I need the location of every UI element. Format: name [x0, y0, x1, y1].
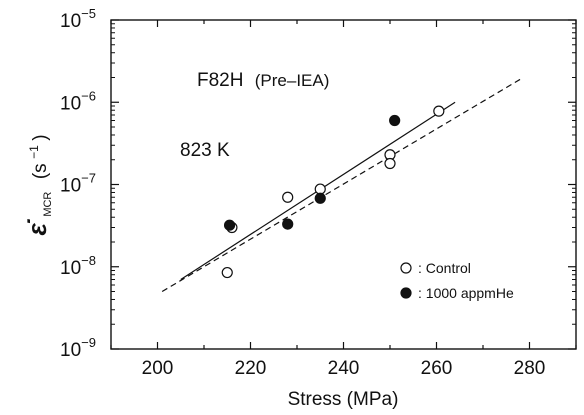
- legend-marker-control: [400, 262, 412, 274]
- x-tick-label: 280: [514, 358, 546, 379]
- annotation-material: F82H (Pre–IEA): [197, 70, 329, 91]
- point-he: [223, 219, 236, 231]
- legend-label-control: : Control: [418, 260, 471, 276]
- tick-labels: 200 220 240 260 280 10−5 10−6 10−7 10−8 10−9: [60, 6, 545, 379]
- legend: : Control : 1000 appmHe: [400, 260, 514, 301]
- x-tick-label: 240: [328, 358, 360, 379]
- y-axis-unit-exponent: −1: [27, 145, 41, 159]
- y-tick-label: 10−5: [60, 6, 96, 32]
- legend-label-he: : 1000 appmHe: [418, 285, 514, 301]
- point-control: [314, 183, 326, 195]
- y-tick-label: 10−9: [60, 335, 96, 361]
- point-control: [221, 266, 233, 279]
- point-he: [282, 218, 294, 230]
- point-he: [389, 114, 401, 127]
- data-points: [221, 105, 445, 279]
- y-tick-label: 10−8: [60, 253, 96, 279]
- y-axis-symbol: ε̇: [22, 218, 52, 235]
- point-he: [314, 192, 326, 204]
- svg-text:ε̇ MCR (s −1: ε̇ MCR (s −1 ): [22, 134, 55, 235]
- point-control: [384, 157, 396, 170]
- x-tick-label: 220: [235, 358, 267, 379]
- point-control: [433, 105, 445, 117]
- annotation-temperature: 823 K: [180, 140, 230, 161]
- y-tick-label: 10−7: [60, 171, 96, 197]
- y-axis-unit: (s: [30, 163, 51, 179]
- x-tick-label: 200: [142, 358, 174, 379]
- y-axis-unit-close: ): [30, 134, 51, 140]
- legend-marker-he: [400, 287, 412, 299]
- ticks: [110, 19, 577, 350]
- x-tick-label: 260: [421, 358, 453, 379]
- x-axis-title: Stress (MPa): [288, 389, 399, 410]
- y-axis-subscript: MCR: [42, 192, 54, 217]
- point-control: [282, 191, 294, 203]
- y-axis-title: ε̇ MCR (s −1 ): [22, 134, 55, 235]
- y-tick-label: 10−6: [60, 88, 96, 114]
